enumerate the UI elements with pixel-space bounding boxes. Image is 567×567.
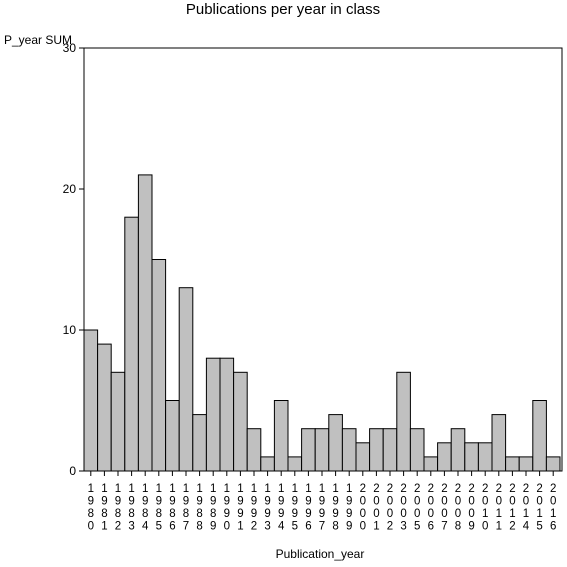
y-axis-label: P_year SUM — [4, 33, 72, 47]
bar-2015 — [532, 400, 547, 472]
bar-2003 — [396, 371, 411, 472]
x-axis: 1 9 8 0 1 9 8 1 1 9 8 2 1 9 8 3 1 9 8 4 1 9 8 5 1 9 8 6 1 9 8 7 1 9 8 8 1 9 8 9… — [88, 471, 556, 533]
bar-2000 — [355, 442, 371, 472]
y-tick-label-30: 30 — [63, 41, 77, 55]
bar-1982 — [110, 371, 126, 472]
bar-1984 — [137, 174, 153, 472]
chart-title: Publications per year in class — [186, 1, 380, 18]
bar-1993 — [260, 456, 275, 472]
y-tick-label-0: 0 — [69, 464, 76, 478]
plot-frame — [83, 47, 563, 472]
bar-1997 — [314, 428, 330, 472]
bar-1983 — [124, 216, 139, 472]
bar-2002 — [382, 428, 398, 472]
bar-2001 — [369, 428, 384, 472]
bar-2006 — [423, 456, 439, 472]
bar-1992 — [246, 428, 262, 472]
bar-1998 — [328, 414, 343, 472]
bar-1988 — [192, 414, 207, 472]
bar-1995 — [287, 456, 303, 472]
bar-2014 — [518, 456, 534, 472]
bar-2009 — [464, 442, 479, 472]
bar-1989 — [205, 357, 221, 472]
bar-2016 — [545, 456, 561, 472]
bar-2011 — [491, 414, 507, 472]
bars-group — [83, 174, 561, 472]
bar-1981 — [97, 343, 112, 472]
bar-1991 — [233, 371, 248, 472]
bar-1999 — [341, 428, 357, 472]
bar-2010 — [477, 442, 493, 472]
bar-2007 — [437, 442, 452, 472]
bar-1980 — [83, 329, 99, 472]
bar-1987 — [178, 287, 194, 472]
bar-1990 — [219, 357, 235, 472]
bar-2012 — [505, 456, 520, 472]
bar-1994 — [273, 400, 289, 472]
bar-1985 — [151, 259, 167, 472]
y-tick-label-20: 20 — [63, 182, 77, 196]
y-tick-label-10: 10 — [63, 323, 77, 337]
bar-1996 — [301, 428, 316, 472]
bar-2008 — [450, 428, 466, 472]
x-axis-label: Publication_year — [276, 547, 365, 561]
bar-1986 — [165, 400, 180, 472]
bar-2005 — [409, 428, 425, 472]
y-axis: 0 10 20 30 — [63, 41, 84, 478]
